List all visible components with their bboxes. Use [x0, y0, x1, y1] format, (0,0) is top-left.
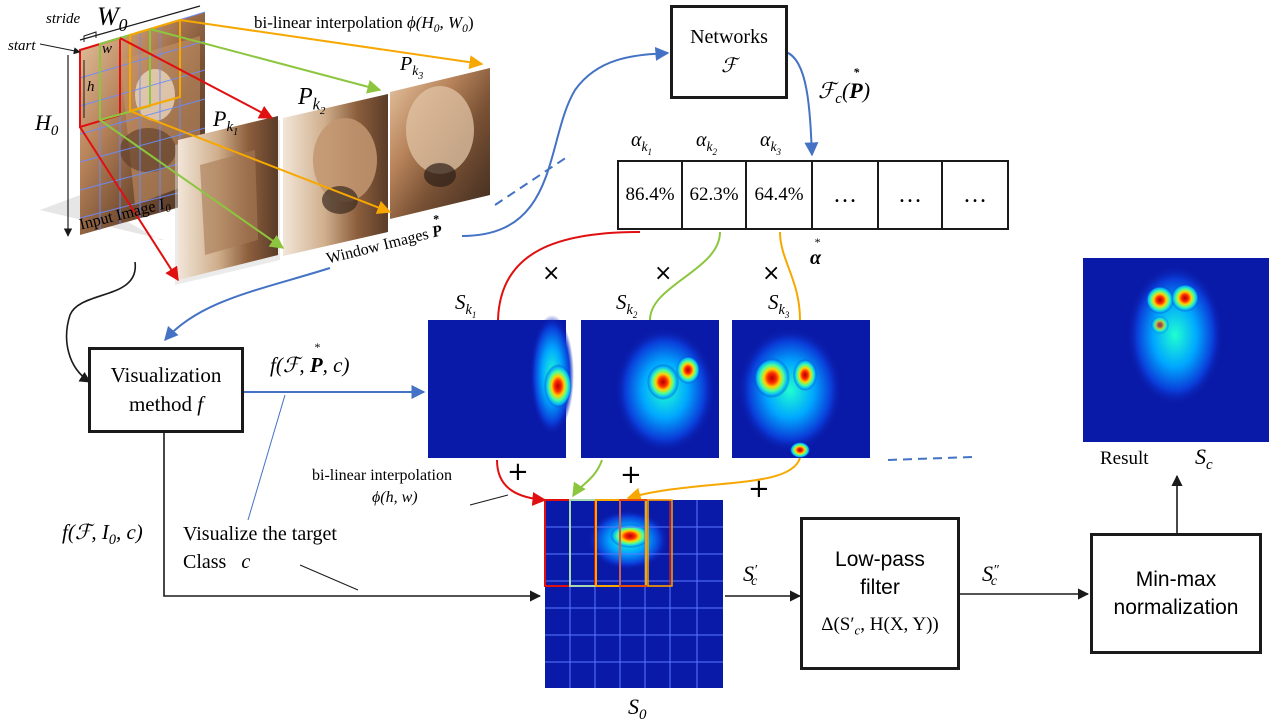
saliency-map-k1 — [428, 315, 574, 458]
s-k3-label: Sk3 — [768, 290, 790, 320]
h0-label: H0 — [35, 110, 59, 140]
low-pass-filter-box: Low-pass filter Δ(S′c, H(X, Y)) — [800, 517, 960, 670]
p-k2-label: Pk2 — [298, 84, 326, 117]
saliency-map-k2 — [581, 320, 719, 458]
times-sign-2: × — [654, 261, 673, 286]
full-image-label: f(ℱ, I0, c) — [62, 520, 143, 548]
plus-sign-2: + — [620, 460, 642, 490]
visualization-line2: method f — [128, 392, 204, 416]
network-output-label: ℱc(* P) — [818, 65, 871, 108]
result-symbol: Sc — [1195, 444, 1213, 474]
score-cell-5: … — [877, 160, 943, 230]
plus-sign-1: + — [507, 457, 529, 487]
visualize-target-line2: Class c — [183, 551, 251, 573]
h-label: h — [87, 79, 95, 95]
alpha-k1-label: αk1 — [631, 129, 653, 157]
sc-prime-label: S′c — [743, 561, 758, 590]
plus-sign-3: + — [748, 474, 770, 504]
s-k1-label: Sk1 — [455, 290, 477, 320]
score-cell-1: 86.4% — [617, 160, 683, 230]
result-map — [1083, 258, 1269, 442]
times-sign-1: × — [542, 261, 561, 286]
p-k1-label: Pk1 — [213, 106, 239, 138]
alpha-k3-label: αk3 — [760, 129, 782, 157]
interp-bottom-line1: bi-linear interpolation — [312, 467, 452, 484]
score-cell-2: 62.3% — [681, 160, 747, 230]
score-cell-6: … — [941, 160, 1009, 230]
minmax-line1: Min-max — [1135, 567, 1217, 591]
lowpass-line2: filter — [860, 576, 900, 600]
w-label: w — [102, 41, 113, 57]
score-cell-3: 64.4% — [745, 160, 813, 230]
interp-bottom-line2: ϕ(h, w) — [372, 489, 418, 506]
lowpass-formula: Δ(S′c, H(X, Y)) — [821, 614, 939, 638]
networks-box: Networks ℱ — [670, 5, 788, 99]
visualization-line1: Visualization — [110, 363, 222, 387]
s-k2-label: Sk2 — [616, 290, 638, 320]
s0-label: S0 — [628, 694, 647, 720]
alpha-k2-label: αk2 — [696, 129, 718, 157]
lowpass-line1: Low-pass — [835, 548, 925, 572]
visualization-method-box: Visualization method f — [88, 347, 244, 433]
networks-title: Networks — [690, 26, 768, 48]
visualize-target-line1: Visualize the target — [183, 523, 337, 545]
saliency-map-k3 — [732, 320, 870, 458]
vis-output-label: f(ℱ, * P, c) — [270, 340, 350, 377]
sc-dprime-label: S″c — [982, 561, 999, 590]
p-k3-label: Pk3 — [400, 53, 424, 82]
start-label: start — [8, 38, 36, 54]
alpha-star-label: * α — [810, 235, 822, 269]
s0-grid — [544, 499, 723, 688]
interp-top-label: bi-linear interpolation ϕ(H0, W0) — [254, 13, 474, 36]
minmax-normalization-box: Min-max normalization — [1090, 533, 1262, 654]
w0-label: W0 — [97, 2, 128, 36]
score-cell-4: … — [811, 160, 879, 230]
networks-symbol: ℱ — [721, 55, 737, 77]
result-label: Result — [1100, 448, 1149, 469]
minmax-line2: normalization — [1113, 595, 1239, 619]
times-sign-3: × — [762, 261, 781, 286]
stride-label: stride — [46, 11, 81, 27]
